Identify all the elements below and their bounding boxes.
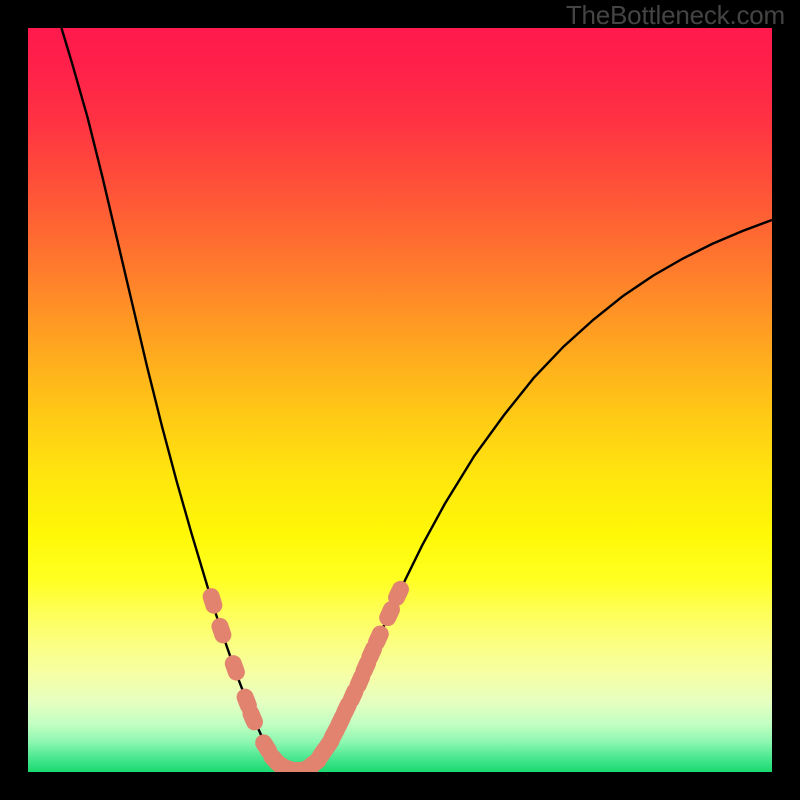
marker-group [201, 579, 411, 772]
plot-area [28, 28, 772, 772]
curve-marker [223, 653, 247, 682]
bottleneck-curve [61, 28, 772, 771]
curve-marker [210, 616, 233, 645]
curve-layer [28, 28, 772, 772]
chart-frame [0, 0, 800, 800]
curve-marker [201, 587, 224, 616]
watermark-text: TheBottleneck.com [566, 0, 785, 31]
